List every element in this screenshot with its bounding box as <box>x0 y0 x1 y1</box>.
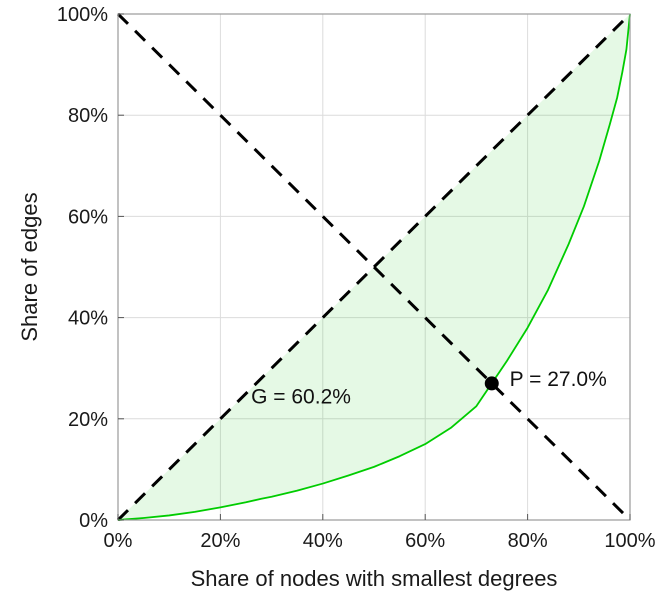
y-tick-label: 100% <box>57 4 108 26</box>
x-tick-label: 80% <box>508 530 548 552</box>
y-tick-label: 20% <box>68 409 108 431</box>
x-axis-title: Share of nodes with smallest degrees <box>190 566 558 591</box>
x-tick-label: 0% <box>104 530 133 552</box>
x-tick-label: 100% <box>604 530 655 552</box>
y-tick-label: 40% <box>68 308 108 330</box>
axis-ticks: 0%0% 20% 20% 40% 40% 60% 60% 80% 80% 100% 100% <box>57 4 656 552</box>
y-axis-title: Share of edges <box>17 192 42 342</box>
plot-box <box>117 13 631 521</box>
x-tick-label: 40% <box>303 530 343 552</box>
lorenz-curve-line <box>117 13 631 521</box>
y-tick-label: 80% <box>68 105 108 127</box>
x-tick-label: 20% <box>200 530 240 552</box>
intersection-point <box>484 376 499 391</box>
p-label: P = 27.0% <box>510 368 607 391</box>
y-tick-label: 0% <box>79 510 108 532</box>
gini-label: G = 60.2% <box>251 386 351 409</box>
x-tick-label: 60% <box>405 530 445 552</box>
y-tick-label: 60% <box>68 206 108 228</box>
